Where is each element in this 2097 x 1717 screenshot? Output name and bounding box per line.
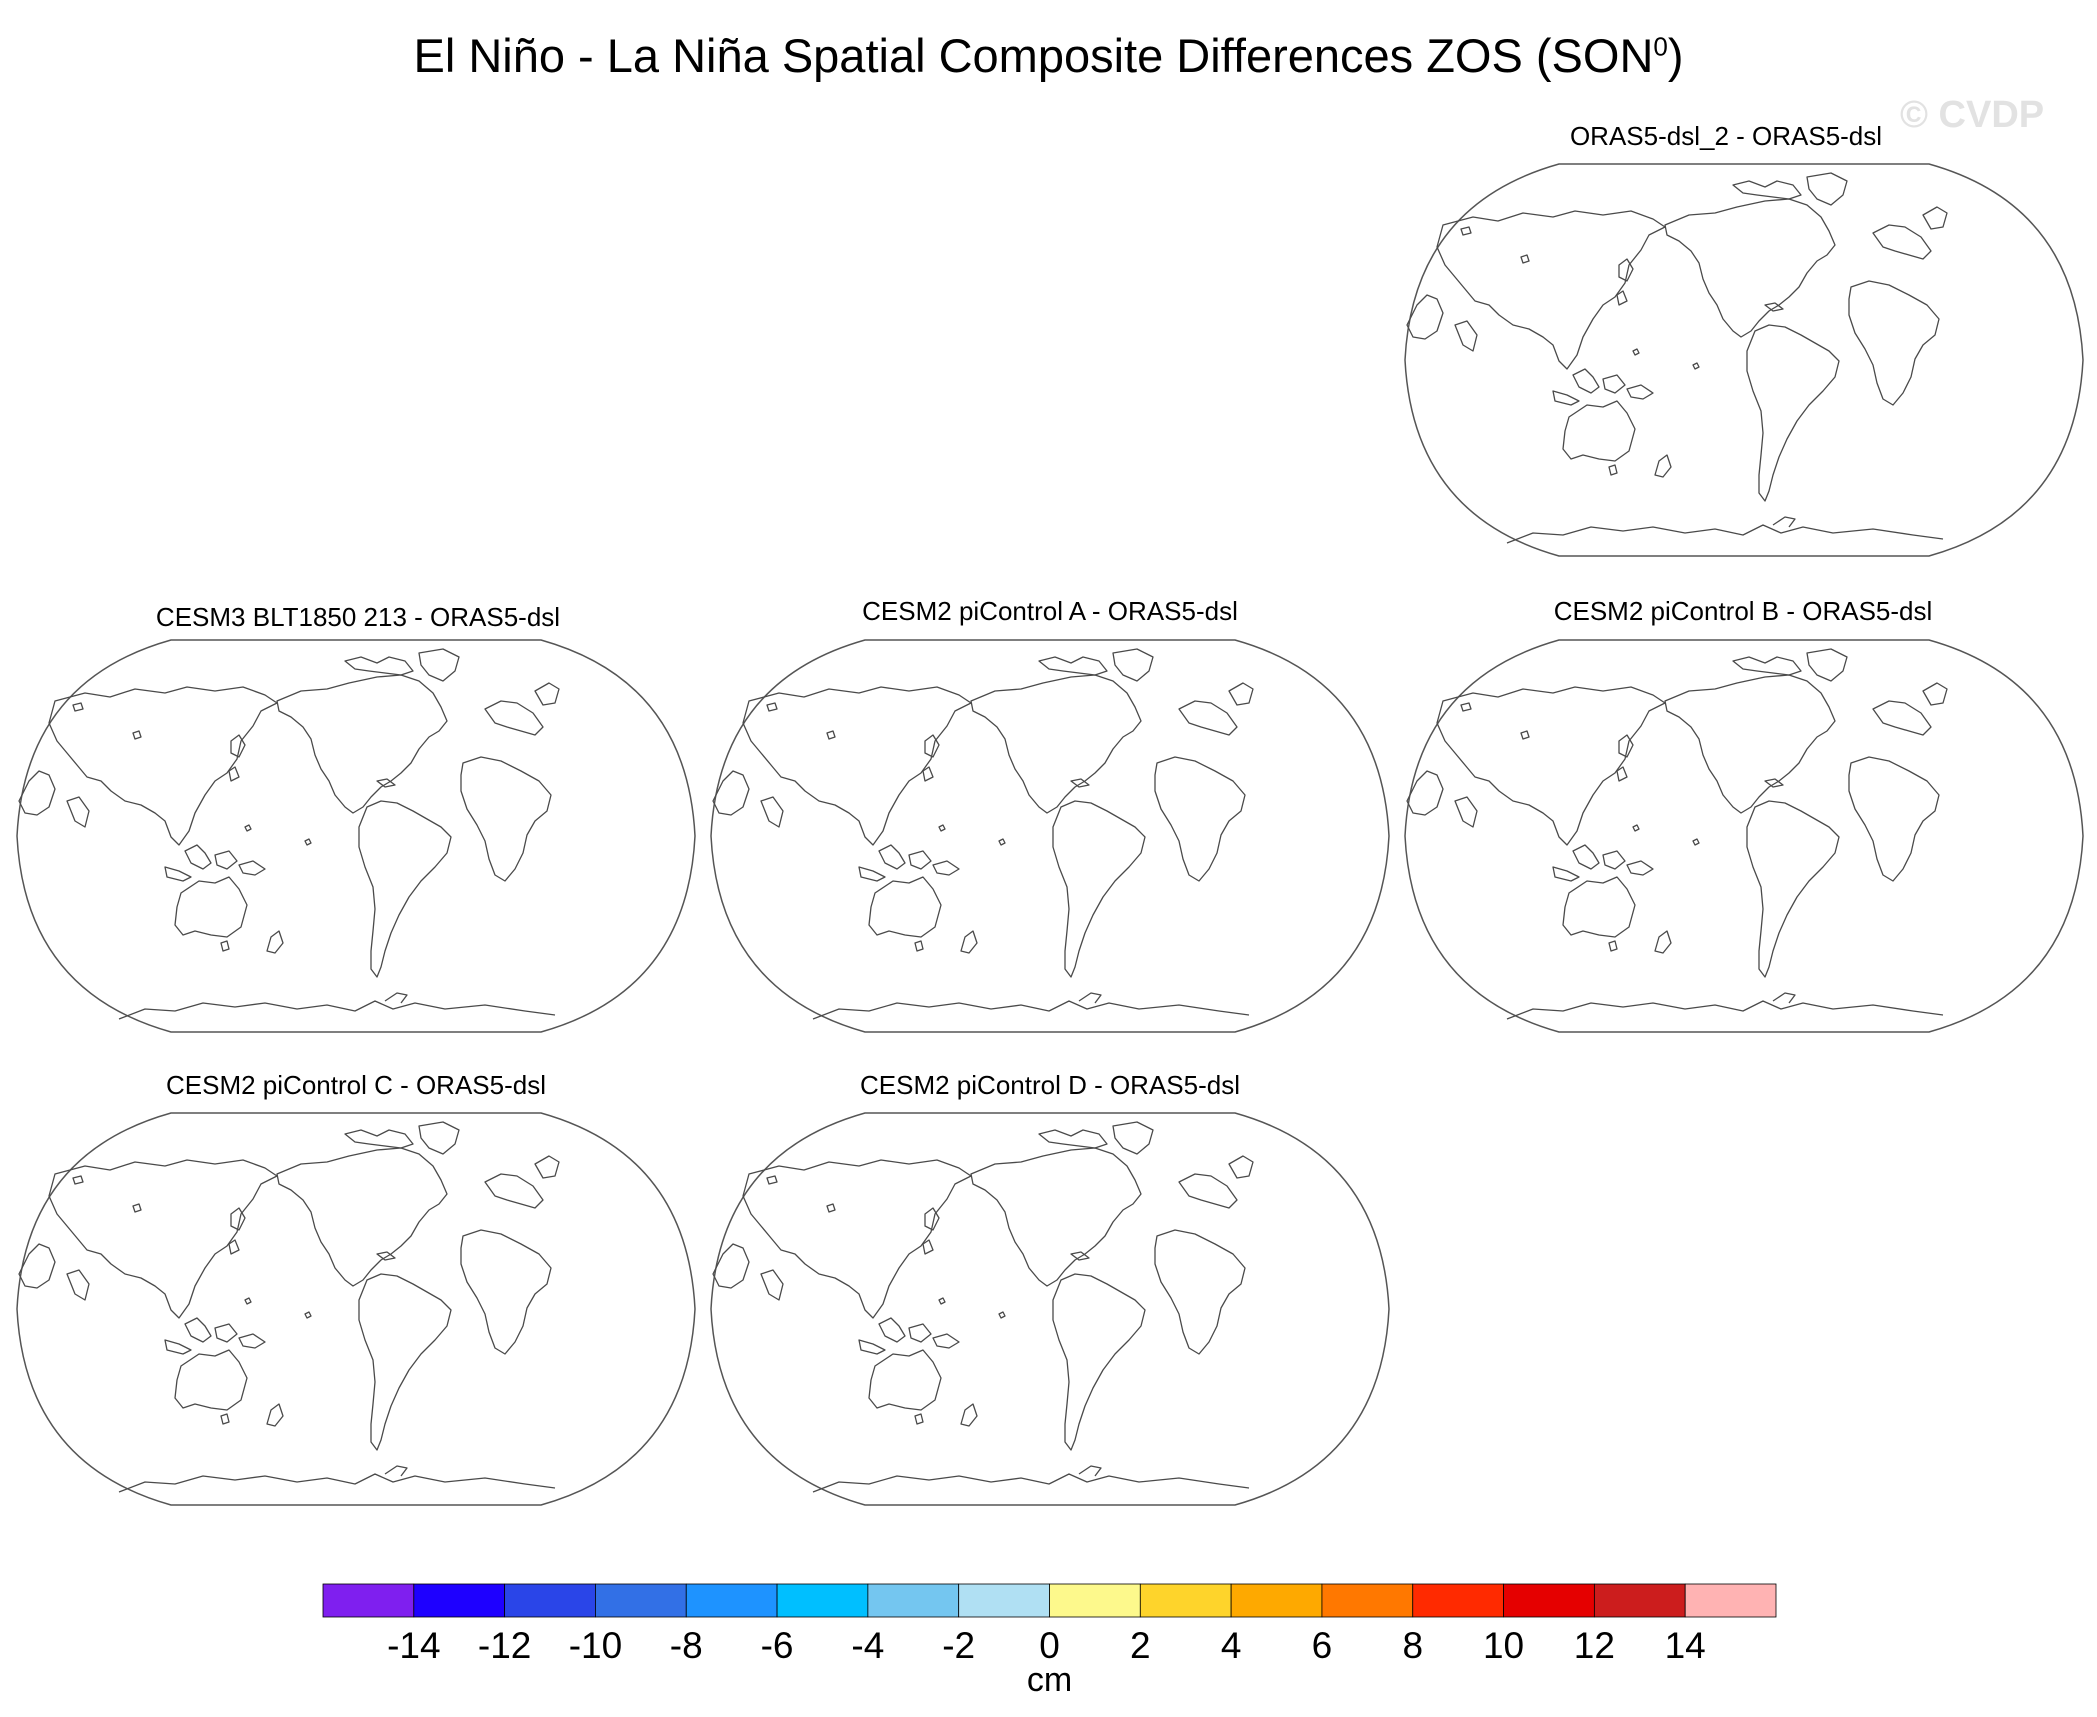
colorbar-tick-label: 14 — [1664, 1625, 1706, 1666]
colorbar-tick-label: 4 — [1220, 1625, 1242, 1666]
map-panel-1 — [1404, 163, 2084, 557]
colorbar-tick-label: -6 — [760, 1625, 794, 1666]
panel-title-4: CESM2 piControl B - ORAS5-dsl — [1553, 596, 1933, 626]
colorbar-box-5 — [776, 1583, 869, 1618]
panel-title-2: CESM3 BLT1850 213 - ORAS5-dsl — [155, 602, 561, 632]
colorbar-tick-label: -12 — [477, 1625, 532, 1666]
panel-title-5: CESM2 piControl C - ORAS5-dsl — [166, 1070, 546, 1100]
watermark: © CVDP — [1900, 94, 2045, 136]
figure-title-superscript: 0 — [1653, 31, 1668, 62]
colorbar-box-13 — [1503, 1583, 1595, 1618]
colorbar-tick-label: 8 — [1402, 1625, 1424, 1666]
panel-title-3: CESM2 piControl A - ORAS5-dsl — [862, 596, 1238, 626]
colorbar-box-10 — [1230, 1583, 1323, 1618]
map-panel-5 — [16, 1112, 696, 1506]
colorbar-box-15 — [1684, 1583, 1777, 1618]
colorbar-box-14 — [1593, 1583, 1686, 1618]
colorbar-tick-label: 10 — [1482, 1625, 1525, 1666]
colorbar-units: cm — [1026, 1661, 1073, 1699]
colorbar-box-4 — [685, 1583, 778, 1618]
colorbar-tick-label: -4 — [851, 1625, 885, 1666]
colorbar-box-7 — [958, 1583, 1050, 1618]
colorbar-box-0 — [322, 1583, 415, 1618]
colorbar-box-11 — [1321, 1583, 1414, 1618]
colorbar-tick-label: -8 — [669, 1625, 703, 1666]
figure-title-close: ) — [1667, 29, 1684, 82]
colorbar-box-8 — [1049, 1583, 1141, 1618]
colorbar-tick-label: 2 — [1130, 1625, 1151, 1666]
colorbar-tick-label: -10 — [568, 1625, 623, 1666]
map-panel-3 — [710, 639, 1390, 1033]
colorbar-box-12 — [1412, 1583, 1504, 1618]
figure-title-text: El Niño - La Niña Spatial Composite Diff… — [413, 29, 1654, 82]
colorbar-tick-label: 0 — [1039, 1625, 1060, 1666]
colorbar-box-6 — [867, 1583, 960, 1618]
panel-title-6: CESM2 piControl D - ORAS5-dsl — [860, 1070, 1240, 1100]
colorbar-box-9 — [1139, 1583, 1232, 1618]
colorbar-box-3 — [595, 1583, 687, 1618]
colorbar-box-2 — [504, 1583, 596, 1618]
panel-title-1: ORAS5-dsl_2 - ORAS5-dsl — [1569, 121, 1883, 151]
figure-title: El Niño - La Niña Spatial Composite Diff… — [0, 28, 2097, 83]
colorbar-box-1 — [413, 1583, 506, 1618]
colorbar-tick-label: -14 — [387, 1625, 441, 1666]
colorbar-tick-label: 12 — [1573, 1625, 1615, 1666]
map-panel-2 — [16, 639, 696, 1033]
colorbar-tick-label: -2 — [942, 1625, 976, 1666]
map-panel-4 — [1404, 639, 2084, 1033]
map-panel-6 — [710, 1112, 1390, 1506]
colorbar-tick-label: 6 — [1311, 1625, 1333, 1666]
